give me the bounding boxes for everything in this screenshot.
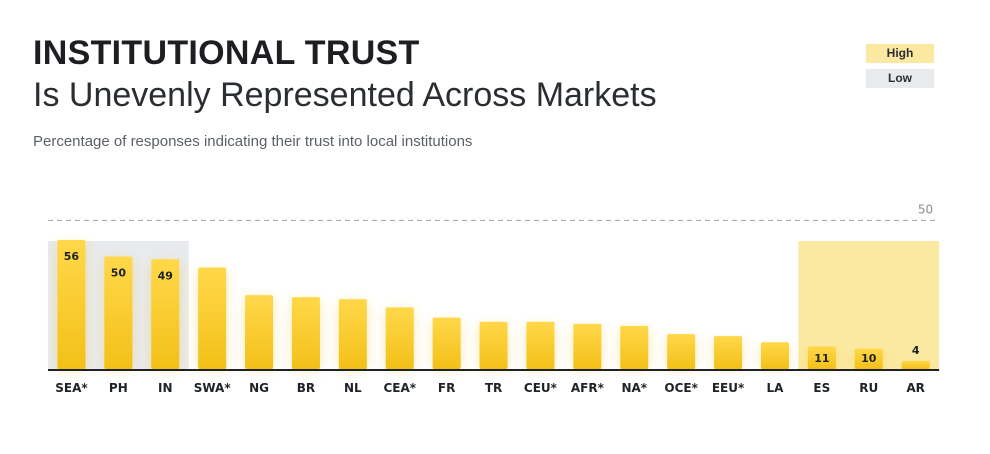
bar-na: [620, 325, 649, 369]
data-label-sea: 56: [64, 250, 80, 263]
bar-in: [151, 259, 180, 369]
bar-br: [291, 297, 320, 369]
bar-afr: [573, 323, 602, 369]
x-tick-nl: NL: [344, 381, 362, 395]
x-tick-eeu: EEU*: [712, 381, 745, 395]
x-tick-afr: AFR*: [571, 381, 605, 395]
data-label-in: 49: [158, 269, 173, 282]
bar-eeu: [714, 336, 743, 369]
bar-nl: [338, 299, 367, 369]
x-tick-in: IN: [158, 381, 173, 395]
chart-description: Percentage of responses indicating their…: [33, 133, 473, 150]
chart-title: INSTITUTIONAL TRUST: [33, 34, 420, 72]
bar-ng: [245, 295, 274, 369]
legend: High Low: [866, 44, 934, 94]
bar-cea: [385, 307, 414, 369]
bar-ru: [854, 348, 883, 369]
x-tick-br: BR: [297, 381, 315, 395]
x-tick-fr: FR: [438, 381, 455, 395]
chart-subtitle: Is Unevenly Represented Across Markets: [33, 76, 657, 114]
x-tick-ph: PH: [109, 381, 128, 395]
reference-line-label: 50: [918, 202, 933, 216]
x-tick-es: ES: [813, 381, 830, 395]
bar-la: [760, 342, 789, 369]
data-label-ar: 4: [912, 344, 920, 357]
bar-tr: [479, 321, 508, 369]
bar-es: [807, 346, 836, 369]
bar-sea: [57, 240, 86, 369]
x-tick-cea: CEA*: [383, 381, 416, 395]
x-tick-swa: SWA*: [194, 381, 232, 395]
x-tick-oce: OCE*: [664, 381, 698, 395]
x-tick-sea: SEA*: [55, 381, 88, 395]
legend-low: Low: [866, 69, 934, 88]
x-tick-ar: AR: [906, 381, 925, 395]
x-tick-ng: NG: [249, 381, 269, 395]
bar-ar: [901, 360, 930, 369]
x-tick-tr: TR: [485, 381, 502, 395]
data-label-ru: 10: [861, 352, 877, 365]
bar-ceu: [526, 321, 555, 369]
bar-ph: [104, 256, 133, 369]
bar-fr: [432, 317, 461, 369]
x-tick-ceu: CEU*: [524, 381, 558, 395]
bar-oce: [667, 334, 696, 369]
x-tick-na: NA*: [621, 381, 647, 395]
data-label-ph: 50: [111, 267, 127, 280]
x-tick-la: LA: [766, 381, 784, 395]
data-label-es: 11: [814, 352, 829, 365]
x-tick-ru: RU: [859, 381, 878, 395]
bar-swa: [198, 267, 227, 369]
legend-high: High: [866, 44, 934, 63]
